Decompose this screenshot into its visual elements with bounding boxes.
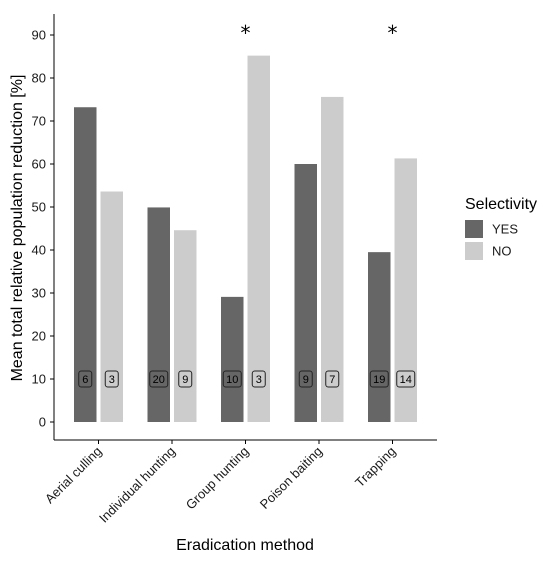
x-axis-title: Eradication method [176,537,314,554]
significance-star: * [241,21,251,45]
x-tick-label: Individual hunting [96,444,178,526]
count-label: 20 [153,374,165,386]
sample-size-labels: 6 3 20 9 10 3 9 7 19 14 [78,370,416,388]
y-tick-label: 50 [32,200,46,215]
count-label-box [104,370,119,388]
bar-yes [147,207,170,422]
y-tick-label: 30 [32,286,46,301]
bar-yes [74,107,97,423]
y-tick-label: 80 [32,71,46,86]
x-tick-label: Aerial culling [42,444,105,507]
count-label-box [369,370,389,388]
count-label-box [396,370,416,388]
count-label: 19 [373,374,385,386]
x-tick-label: Poison baiting [257,444,325,512]
count-label: 7 [329,374,335,386]
count-label: 9 [303,374,309,386]
y-axis-title: Mean total relative population reduction… [9,75,26,382]
count-label: 14 [400,374,412,386]
y-tick-label: 90 [32,28,46,43]
y-tick-label: 70 [32,114,46,129]
y-tick-label: 60 [32,157,46,172]
significance-markers: * * [241,21,398,45]
bar-yes [294,164,317,422]
count-label-box [178,370,193,388]
y-axis-ticks: 0 10 20 30 40 50 60 70 80 90 [32,28,54,430]
count-label: 9 [182,374,188,386]
bars [74,55,417,423]
bar-no [321,96,344,423]
count-label-box [298,370,313,388]
bar-yes [368,252,391,422]
count-label-box [325,370,340,388]
bar-no [394,158,417,422]
count-label-box [78,370,93,388]
legend-title: Selectivity [465,196,537,213]
bar-no [100,191,123,422]
significance-star: * [388,21,398,45]
x-tick-label: Group hunting [183,444,252,513]
y-tick-label: 40 [32,243,46,258]
y-tick-label: 10 [32,372,46,387]
count-label: 10 [226,374,238,386]
legend-swatch-no [465,242,483,260]
count-label-box [251,370,266,388]
bar-no [174,230,197,422]
legend: Selectivity YES NO [465,196,537,260]
y-tick-label: 0 [39,415,46,430]
legend-swatch-yes [465,220,483,238]
legend-label-yes: YES [492,222,518,237]
count-label: 3 [256,374,262,386]
bar-no [247,55,270,422]
count-label-box [149,370,169,388]
y-tick-label: 20 [32,329,46,344]
count-label-box [222,370,242,388]
bar-yes [221,296,244,422]
count-label: 3 [109,374,115,386]
legend-label-no: NO [492,244,512,259]
x-tick-label: Trapping [352,444,399,491]
count-label: 6 [82,374,88,386]
